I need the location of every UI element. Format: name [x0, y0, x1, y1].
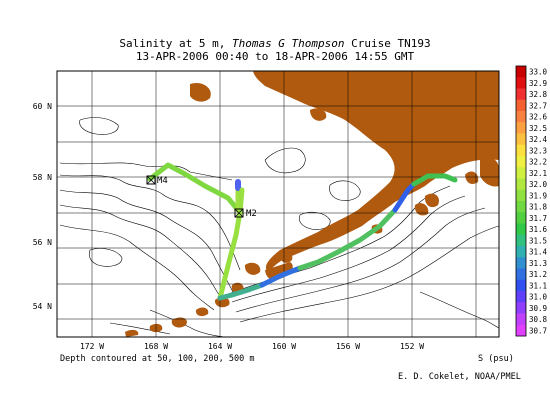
colorbar-swatch — [516, 302, 526, 314]
colorbar-tick-label: 31.1 — [529, 281, 547, 290]
lon-label: 172 W — [80, 342, 104, 351]
longitude-labels: 172 W 168 W 164 W 160 W 156 W 152 W — [80, 342, 424, 351]
map-frame — [56, 70, 500, 338]
lat-label: 56 N — [33, 238, 52, 247]
colorbar-tick-label: 32.0 — [529, 180, 548, 189]
colorbar-swatch — [516, 144, 526, 157]
colorbar-swatch — [516, 88, 526, 101]
colorbar-swatch — [516, 313, 526, 326]
colorbar-swatch — [516, 268, 526, 281]
latitude-labels: 60 N 58 N 56 N 54 N — [33, 102, 52, 311]
colorbar-swatch — [516, 66, 526, 78]
colorbar-tick-label: 32.4 — [529, 135, 548, 144]
land-mass — [125, 71, 499, 337]
colorbar-swatch — [516, 189, 526, 202]
colorbar-tick-label: 31.4 — [529, 248, 548, 257]
colorbar-tick-label: 32.6 — [529, 113, 548, 122]
station-m2-label: M2 — [246, 209, 257, 219]
colorbar-tick-label: 31.7 — [529, 214, 547, 223]
colorbar-swatch — [516, 246, 526, 258]
map-title: Salinity at 5 m, Thomas G Thompson Cruis… — [119, 37, 431, 50]
colorbar-swatch — [516, 178, 526, 191]
station-m2: M2 — [234, 208, 257, 219]
cruise-track — [147, 162, 458, 301]
colorbar-swatch — [516, 279, 526, 292]
map-subtitle: 13-APR-2006 00:40 to 18-APR-2006 14:55 G… — [135, 50, 415, 63]
colorbar-swatch — [516, 257, 526, 269]
colorbar-swatch — [516, 324, 526, 337]
colorbar-tick-label: 32.9 — [529, 79, 547, 88]
colorbar-tick-label: 30.9 — [529, 304, 547, 313]
lat-label: 54 N — [33, 302, 52, 311]
colorbar-tick-label: 32.8 — [529, 90, 548, 99]
colorbar-tick-label: 31.3 — [529, 259, 547, 268]
colorbar-swatch — [516, 234, 526, 247]
colorbar-swatch — [516, 201, 526, 213]
station-m4-label: M4 — [157, 176, 168, 186]
map-area: M4 M2 — [57, 71, 499, 337]
colorbar-swatch — [516, 167, 526, 179]
depth-contour-note: Depth contoured at 50, 100, 200, 500 m — [60, 354, 255, 364]
salinity-colorbar: 33.0 32.9 32.8 32.7 32.6 32.5 32.4 32.3 32.2 32.1… — [515, 65, 548, 337]
colorbar-swatch — [516, 111, 526, 123]
colorbar-swatch — [516, 291, 526, 303]
colorbar-tick-label: 31.2 — [529, 270, 547, 279]
colorbar-tick-label: 31.6 — [529, 225, 548, 234]
colorbar-unit-label: S (psu) — [478, 354, 514, 364]
colorbar-tick-label: 30.7 — [529, 326, 547, 335]
colorbar-tick-label: 31.8 — [529, 203, 548, 212]
colorbar-tick-label: 30.8 — [529, 315, 548, 324]
colorbar-tick-label: 31.0 — [529, 293, 548, 302]
colorbar-tick-label: 32.3 — [529, 146, 547, 155]
lon-label: 164 W — [208, 342, 232, 351]
colorbar-swatch — [516, 212, 526, 224]
lon-label: 156 W — [336, 342, 360, 351]
colorbar-swatch — [516, 77, 526, 89]
lon-label: 160 W — [272, 342, 296, 351]
colorbar-swatch — [516, 223, 526, 236]
colorbar-tick-label: 32.1 — [529, 169, 547, 178]
colorbar-tick-label: 31.9 — [529, 191, 547, 200]
lat-label: 60 N — [33, 102, 52, 111]
colorbar-tick-label: 32.2 — [529, 158, 547, 167]
credit-text: E. D. Cokelet, NOAA/PMEL — [398, 372, 521, 382]
colorbar-tick-label: 32.5 — [529, 124, 547, 133]
colorbar-tick-label: 33.0 — [529, 68, 548, 77]
station-markers: M4 M2 — [146, 175, 257, 219]
colorbar-swatch — [516, 99, 526, 112]
colorbar-swatch — [516, 122, 526, 134]
lon-label: 152 W — [400, 342, 424, 351]
station-m4: M4 — [146, 175, 168, 186]
colorbar-tick-label: 31.5 — [529, 236, 547, 245]
colorbar-swatch — [516, 133, 526, 146]
lon-label: 168 W — [144, 342, 168, 351]
lat-label: 58 N — [33, 173, 52, 182]
depth-contours — [59, 117, 499, 337]
colorbar-swatch — [516, 156, 526, 168]
colorbar-tick-label: 32.7 — [529, 101, 547, 110]
